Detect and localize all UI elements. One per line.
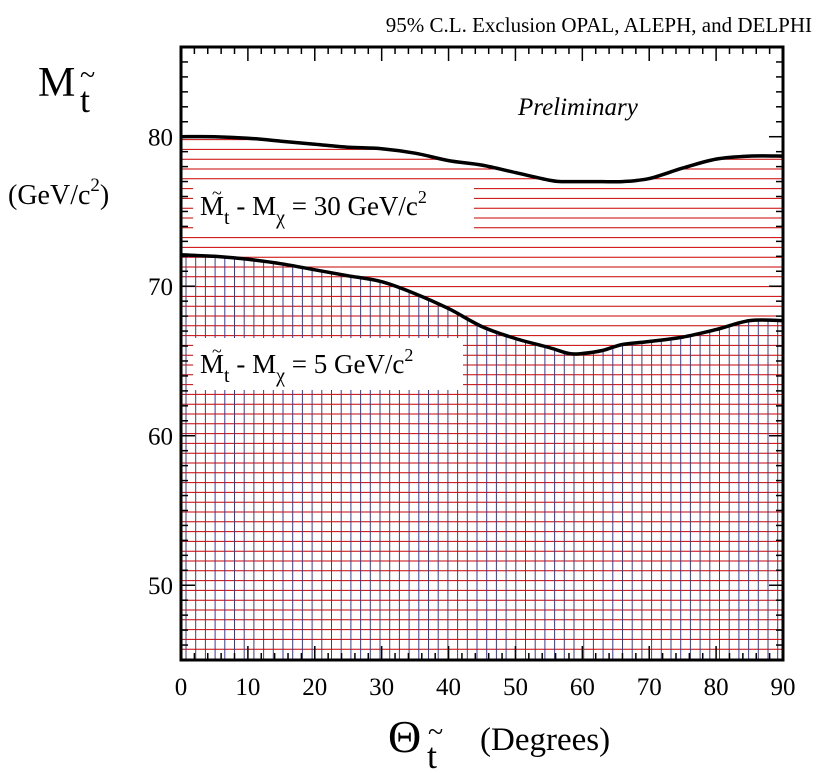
y-tick-label: 80 [148, 125, 173, 152]
y-axis-tilde: ~ [80, 60, 95, 91]
excluded-region-30gev [181, 139, 783, 660]
x-tick-label: 0 [175, 674, 188, 701]
y-axis-unit-sup: 2 [90, 175, 100, 196]
curve-30gev [181, 134, 783, 184]
x-tick-label: 10 [235, 674, 260, 701]
annot-5-m: M [200, 349, 224, 379]
y-axis-symbol: M [38, 60, 75, 106]
annot-5-sub-chi: χ [275, 365, 285, 387]
plot-frame [179, 45, 785, 662]
x-axis-tilde: ~ [428, 717, 443, 748]
annot-30-sub-chi: χ [275, 207, 285, 229]
annotation-30gev: Mt - Mχ = 30 GeV/c2 ~ [193, 180, 474, 232]
y-axis-unit-prefix: (GeV/c [8, 180, 90, 211]
x-tick-label: 30 [369, 674, 394, 701]
annot-5-tail: = 5 GeV/c [285, 349, 404, 379]
annot-5-tilde: ~ [212, 341, 222, 361]
x-tick-label: 40 [436, 674, 461, 701]
annot-30-mid: - M [230, 191, 277, 221]
x-axis-unit: (Degrees) [480, 722, 610, 758]
x-axis-subscript: t [427, 736, 437, 773]
annot-5-sub-t: t [224, 365, 230, 387]
y-tick-label: 60 [148, 424, 173, 451]
annot-5-mid: - M [230, 349, 277, 379]
y-axis-label: M t ~ (GeV/c2) [8, 60, 109, 211]
svg-text:Mt - Mχ = 30 GeV/c2: Mt - Mχ = 30 GeV/c2 [200, 187, 427, 229]
annot-30-tail: = 30 GeV/c [285, 191, 418, 221]
x-tick-label: 60 [570, 674, 595, 701]
svg-text:(GeV/c2): (GeV/c2) [8, 175, 109, 211]
svg-text:Mt - Mχ = 5 GeV/c2: Mt - Mχ = 5 GeV/c2 [200, 345, 413, 387]
y-tick-label: 50 [148, 573, 173, 600]
annot-30-sub-t: t [224, 207, 230, 229]
x-tick-label: 80 [704, 674, 729, 701]
x-tick-label: 70 [637, 674, 662, 701]
x-tick-label: 20 [302, 674, 327, 701]
x-axis-label: Θ t ~ (Degrees) [388, 711, 610, 773]
x-axis-symbol: Θ [388, 711, 421, 762]
x-tick-label: 90 [771, 674, 796, 701]
y-tick-label: 70 [148, 274, 173, 301]
annotation-5gev: Mt - Mχ = 5 GeV/c2 ~ [193, 338, 463, 390]
boundary-curves [181, 134, 783, 356]
axis-tick-labels: 0 10 20 30 40 50 60 70 80 90 50 60 70 80 [148, 125, 796, 701]
y-axis-unit-suffix: ) [100, 180, 109, 211]
curve-5gev [181, 253, 783, 356]
annot-5-sup: 2 [404, 345, 413, 365]
annot-30-m: M [200, 191, 224, 221]
y-axis-subscript: t [80, 80, 90, 120]
x-tick-label: 50 [503, 674, 528, 701]
chart-title: 95% C.L. Exclusion OPAL, ALEPH, and DELP… [386, 13, 812, 37]
annot-30-sup: 2 [418, 187, 427, 207]
preliminary-note: Preliminary [517, 94, 639, 121]
annot-30-tilde: ~ [212, 183, 222, 203]
